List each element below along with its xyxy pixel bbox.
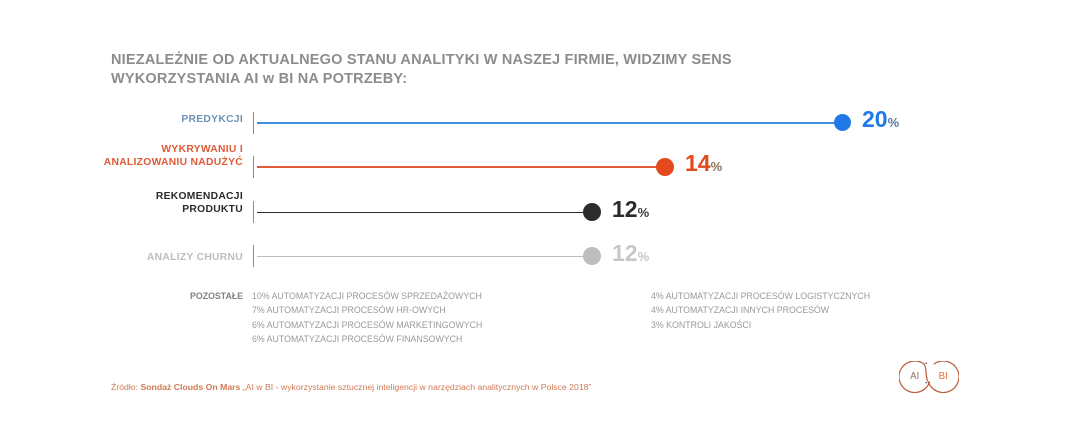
- svg-text:BI: BI: [939, 371, 948, 382]
- svg-text:AI: AI: [910, 371, 919, 382]
